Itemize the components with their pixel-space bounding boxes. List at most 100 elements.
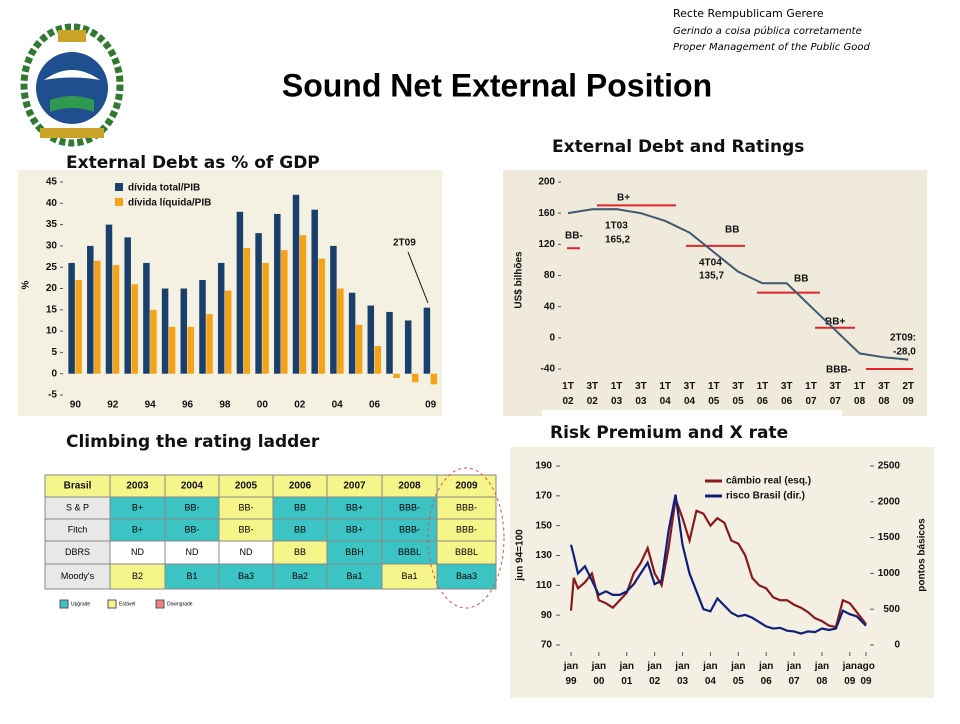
annotation: 4T04 [699,258,722,269]
x-tick-label: 00 [257,400,269,411]
bar [430,373,438,385]
x-tick-label: jan 00 [591,661,606,687]
bar [404,320,412,374]
cell-text: B+ [132,502,143,512]
cell [164,563,220,590]
line [569,494,867,635]
cell-text: B+ [132,524,143,534]
cell-text: Ba1 [401,571,417,581]
bar [318,258,325,374]
legend-label: risco Brasil (dir.) [726,491,805,502]
y-tick-label: 5 [51,347,57,358]
motto: Proper Management of the Public Good [673,42,870,53]
legend-swatch [107,599,117,609]
annotation: 1T03 [605,221,628,232]
x-tick-label: 3T 05 [732,381,744,407]
cell-text: Baa3 [456,571,477,581]
x-tick-label: jan 04 [702,661,717,687]
bar [236,211,244,374]
y-tick-label: 0 [549,332,555,343]
bar [374,346,382,374]
cell-text: BBB- [456,502,477,512]
y-tick-label: -5 [48,390,57,401]
bar [68,262,75,374]
y-tick-label: 40 [46,198,58,209]
cell-text: Moody's [61,571,95,581]
bar [281,250,288,374]
y2-tick-label: 1500 [878,532,901,543]
bar [150,309,157,374]
table-title: Climbing the rating ladder [66,432,320,452]
bar [243,248,251,374]
legend-swatch [59,599,69,609]
y-tick-label: 30 [46,241,58,252]
x-tick-label: 3T 02 [586,381,598,407]
bar [131,284,138,374]
legend-label: dívida líquida/PIB [128,198,211,209]
bar [168,326,176,374]
bar [206,314,213,374]
y-tick-label: 130 [535,550,552,561]
x-tick-label: 1T 04 [659,381,671,407]
header-text: 2009 [455,481,478,492]
y-tick-label: 25 [46,262,58,273]
x-tick-label: jan 07 [786,661,801,687]
annotation: -28,0 [893,347,916,358]
cell-text: BBB- [399,524,420,534]
bar [199,279,206,374]
bar [337,288,344,374]
legend-swatch [115,183,123,191]
legend-swatch [155,599,165,609]
bar [161,288,169,374]
x-tick-label: 1T 06 [757,381,769,407]
bar [411,373,419,383]
bar [187,326,195,374]
logo [20,23,124,147]
rating-label: BB+ [825,317,845,328]
bar [217,262,225,374]
x-tick-label: 1T 07 [805,381,817,407]
legend-swatch [115,198,123,206]
cell-text: S & P [66,502,89,512]
bar [180,288,188,374]
y2-tick-label: 0 [894,640,900,651]
cell-text: BBBL [455,547,478,557]
y-tick-label: 200 [538,177,555,188]
bar [105,224,113,374]
cell [272,563,328,590]
cell-text: BB+ [346,524,363,534]
x-tick-label: 2T 09 [902,381,914,407]
x-tick-label: 94 [145,400,157,411]
x-tick-label: 3T 08 [878,381,890,407]
bar [255,233,262,374]
x-tick-label: jan 09 [842,661,857,687]
bar [423,307,431,374]
x-tick-label: 96 [182,400,194,411]
bar [75,279,82,374]
bar [124,237,131,374]
bar [299,235,307,374]
cell-text: Ba2 [292,571,308,581]
x-tick-label: 98 [219,400,231,411]
panel [510,447,934,698]
y-tick-label: 150 [535,520,552,531]
cell-text: DBRS [65,547,90,557]
cell-text: ND [131,547,144,557]
legend-label: Upgrade [71,601,90,607]
bar [87,245,94,374]
x-tick-label: 3T 07 [829,381,841,407]
cell-text: Fitch [68,524,88,534]
cell-text: BB- [238,524,253,534]
x-tick-label: jan 05 [730,661,745,687]
highlight-circle [427,467,505,609]
y-tick-label: 120 [538,239,555,250]
cell-text: ND [240,547,253,557]
y-tick-label: 90 [541,610,553,621]
cell [44,563,111,590]
y-tick-label: 45 [46,177,58,188]
x-tick-label: 3T 06 [781,381,793,407]
header-text: 2004 [181,481,204,492]
cell-text: BB [294,524,306,534]
x-tick-label: 1T 08 [854,381,866,407]
legend-label: câmbio real (esq.) [726,476,811,487]
